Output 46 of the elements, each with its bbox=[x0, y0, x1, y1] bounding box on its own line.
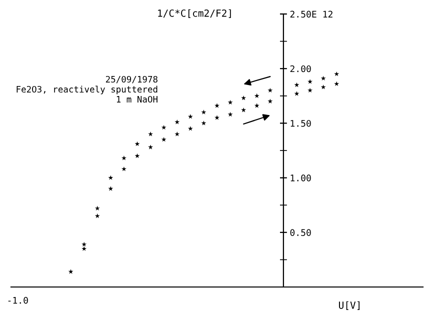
annotation: Fe2O3, reactively sputtered bbox=[16, 86, 158, 94]
point bbox=[108, 186, 114, 191]
text: -1.0 bbox=[8, 296, 28, 304]
point bbox=[121, 166, 126, 172]
point bbox=[68, 269, 74, 274]
point bbox=[108, 175, 114, 180]
y-tick-label: 1.50 bbox=[290, 120, 311, 127]
point bbox=[134, 141, 140, 146]
point bbox=[254, 93, 260, 98]
y-axis-title: 1/C*C[cm2/F2] bbox=[158, 9, 231, 18]
point bbox=[214, 115, 220, 120]
point bbox=[201, 110, 206, 114]
y-tick-label: 1.00 bbox=[290, 174, 311, 182]
point bbox=[268, 88, 273, 93]
point bbox=[320, 84, 326, 90]
point bbox=[174, 120, 180, 124]
point bbox=[134, 153, 140, 158]
point bbox=[228, 112, 233, 117]
point bbox=[121, 156, 126, 160]
point bbox=[308, 88, 313, 93]
point bbox=[94, 213, 100, 218]
point bbox=[148, 132, 154, 136]
annotation: 25/09/1978 bbox=[106, 76, 158, 84]
point bbox=[94, 206, 100, 210]
point bbox=[174, 132, 180, 136]
annotation: 1 m NaOH bbox=[116, 96, 158, 103]
point bbox=[334, 81, 340, 86]
point bbox=[82, 242, 87, 247]
point bbox=[241, 108, 246, 112]
x-axis-title: U[V] bbox=[338, 301, 360, 310]
point bbox=[320, 76, 326, 81]
y-tick-label: 2.00 bbox=[290, 65, 311, 72]
point bbox=[294, 91, 300, 96]
point bbox=[82, 246, 87, 251]
y-tick-label: 2.50E 12 bbox=[290, 10, 332, 18]
point bbox=[294, 82, 300, 88]
point bbox=[308, 79, 313, 84]
point bbox=[268, 98, 273, 104]
point bbox=[214, 103, 220, 108]
point bbox=[201, 120, 206, 126]
y-tick-label: 0.50 bbox=[290, 229, 311, 236]
point bbox=[148, 144, 154, 150]
point bbox=[188, 114, 193, 119]
point bbox=[228, 100, 233, 105]
point bbox=[254, 103, 260, 108]
point bbox=[188, 126, 193, 131]
